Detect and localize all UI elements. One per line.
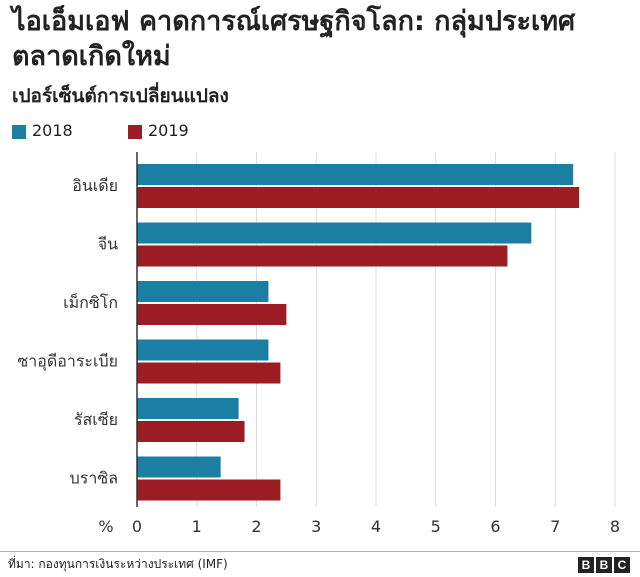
chart-title: ไอเอ็มเอฟ คาดการณ์เศรษฐกิจโลก: กลุ่มประเ… [12,6,576,72]
x-tick-label: 2 [251,517,261,536]
bbc-logo: B B C [578,557,630,573]
legend-label-2019: 2019 [148,121,189,140]
category-label: จีน [98,235,118,254]
x-tick-label: 5 [431,517,441,536]
bar-2019 [137,304,287,325]
bar-2019 [137,479,281,501]
x-tick-label: 0 [132,517,142,536]
bar-2019 [137,362,281,384]
category-label: ซาอุดีอาระเบีย [17,352,118,372]
category-label: อินเดีย [72,176,118,195]
bar-2019 [137,187,580,208]
x-tick-label: 6 [490,517,500,536]
x-tick-label: 7 [550,517,560,536]
bbc-logo-letter: C [614,557,630,573]
bar-2019 [137,421,245,442]
bar-2018 [137,164,574,185]
bar-2018 [137,398,239,419]
bar-2018 [137,281,269,302]
chart-subtitle: เปอร์เซ็นต์การเปลี่ยนแปลง [12,85,229,107]
bar-2018 [137,222,532,244]
bar-2018 [137,339,269,361]
x-tick-label: 8 [610,517,620,536]
bbc-logo-letter: B [596,557,612,573]
legend-label-2018: 2018 [32,121,73,140]
x-tick-label: 4 [371,517,381,536]
footer-divider [0,551,640,552]
bar-2019 [137,245,508,267]
category-label: บราซิล [70,469,118,488]
category-label: รัสเซีย [74,410,118,429]
x-tick-label: 1 [192,517,202,536]
bar-2018 [137,456,221,478]
category-label: เม็กซิโก [63,292,118,312]
legend-swatch-2018 [12,125,26,139]
legend-swatch-2019 [128,125,142,139]
bbc-logo-letter: B [578,557,594,573]
x-axis-unit-label: % [98,517,113,536]
source-note: ที่มา: กองทุนการเงินระหว่างประเทศ (IMF) [8,557,228,571]
x-tick-label: 3 [311,517,321,536]
